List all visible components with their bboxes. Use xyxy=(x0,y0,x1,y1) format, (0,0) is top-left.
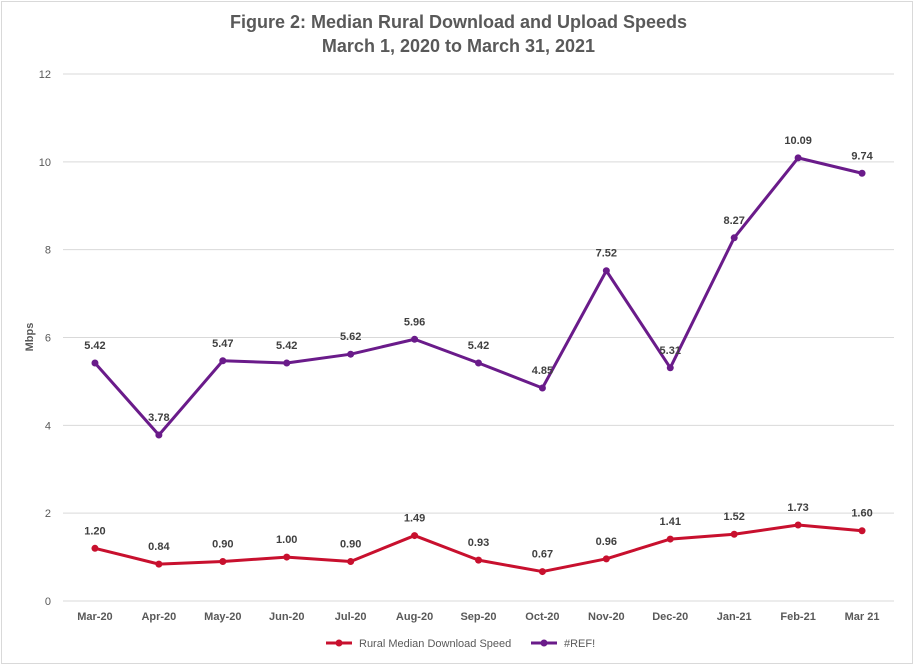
data-label: 0.90 xyxy=(340,538,361,550)
x-tick-label: Apr-20 xyxy=(141,611,176,623)
data-point[interactable] xyxy=(794,521,802,529)
data-point[interactable] xyxy=(475,556,482,564)
data-label: 1.73 xyxy=(787,502,808,514)
legend[interactable]: Rural Median Download Speed #REF! xyxy=(326,638,595,650)
data-label: 1.41 xyxy=(660,516,681,528)
data-label: 3.78 xyxy=(148,412,169,424)
data-label: 1.20 xyxy=(84,525,105,537)
x-tick-label: Jan-21 xyxy=(717,611,752,623)
data-label: 5.42 xyxy=(84,340,105,352)
data-label: 1.49 xyxy=(404,513,425,525)
y-axis-title: Mbps xyxy=(24,323,36,352)
x-tick-label: Sep-20 xyxy=(460,611,496,623)
data-point[interactable] xyxy=(666,364,674,372)
x-tick-label: Feb-21 xyxy=(780,611,815,623)
data-label: 5.62 xyxy=(340,331,361,343)
data-label: 0.90 xyxy=(212,538,233,550)
series-group xyxy=(91,154,866,576)
data-point[interactable] xyxy=(538,568,546,576)
legend-swatch-marker xyxy=(540,639,548,647)
data-point[interactable] xyxy=(91,359,99,367)
x-tick-label: Aug-20 xyxy=(396,611,433,623)
data-label: 5.47 xyxy=(212,338,233,350)
data-label: 10.09 xyxy=(784,135,812,147)
chart-title-line1: Figure 2: Median Rural Download and Uplo… xyxy=(229,12,688,32)
data-point[interactable] xyxy=(858,527,866,535)
x-tick-label: Jul-20 xyxy=(335,611,367,623)
y-axis-ticks: 0 2 4 6 8 10 12 xyxy=(39,69,51,608)
data-point[interactable] xyxy=(91,544,99,552)
y-tick-label: 10 xyxy=(39,157,51,169)
data-label: 9.74 xyxy=(851,150,873,162)
y-tick-label: 12 xyxy=(39,69,51,81)
data-point[interactable] xyxy=(538,384,546,392)
y-tick-label: 0 xyxy=(45,596,51,608)
x-tick-label: Dec-20 xyxy=(652,611,688,623)
data-point[interactable] xyxy=(155,560,163,568)
data-label: 5.42 xyxy=(276,340,297,352)
data-labels: 1.20 0.84 0.90 1.00 0.90 1.49 0.93 0.67 0.96 1.41… xyxy=(84,135,873,561)
data-label: 8.27 xyxy=(723,215,744,227)
data-point[interactable] xyxy=(858,169,866,177)
x-tick-label: Mar-20 xyxy=(77,611,112,623)
data-point[interactable] xyxy=(475,359,482,367)
data-point[interactable] xyxy=(730,234,738,242)
data-point[interactable] xyxy=(283,359,291,367)
data-label: 5.31 xyxy=(660,345,681,357)
chart-subtitle: March 1, 2020 to March 31, 2021 xyxy=(321,36,596,56)
data-label: 1.60 xyxy=(851,508,872,520)
data-label: 7.52 xyxy=(596,248,617,260)
data-point[interactable] xyxy=(283,553,291,561)
data-label: 0.84 xyxy=(148,541,170,553)
data-label: 0.96 xyxy=(596,536,617,548)
data-label: 4.85 xyxy=(532,365,553,377)
x-tick-label: Oct-20 xyxy=(525,611,559,623)
x-tick-label: Nov-20 xyxy=(588,611,625,623)
data-label: 5.42 xyxy=(468,340,489,352)
chart-title: Figure 2: Median Rural Download and Uplo… xyxy=(0,10,917,58)
data-label: 1.52 xyxy=(723,511,744,523)
data-point[interactable] xyxy=(602,555,610,563)
data-point[interactable] xyxy=(602,267,610,275)
x-tick-label: May-20 xyxy=(204,611,241,623)
data-point[interactable] xyxy=(347,557,355,565)
data-label: 5.96 xyxy=(404,316,425,328)
data-point[interactable] xyxy=(666,535,674,543)
y-tick-label: 8 xyxy=(45,245,51,257)
y-tick-label: 6 xyxy=(45,333,51,345)
data-point[interactable] xyxy=(347,350,355,358)
gridlines xyxy=(63,73,894,602)
x-axis-ticks: Mar-20 Apr-20 May-20 Jun-20 Jul-20 Aug-20 Sep-… xyxy=(77,611,879,623)
data-point[interactable] xyxy=(411,335,419,343)
data-point[interactable] xyxy=(730,530,738,538)
legend-swatch-marker xyxy=(335,639,343,647)
legend-label: Rural Median Download Speed xyxy=(359,638,511,650)
y-tick-label: 2 xyxy=(45,508,51,520)
x-tick-label: Mar 21 xyxy=(845,611,880,623)
data-label: 0.93 xyxy=(468,537,489,549)
series-line-1 xyxy=(93,156,864,437)
data-point[interactable] xyxy=(155,431,163,439)
x-tick-label: Jun-20 xyxy=(269,611,304,623)
legend-label: #REF! xyxy=(564,638,595,650)
data-point[interactable] xyxy=(219,357,227,365)
data-label: 0.67 xyxy=(532,549,553,561)
y-tick-label: 4 xyxy=(45,420,51,432)
data-label: 1.00 xyxy=(276,534,297,546)
data-point[interactable] xyxy=(411,532,419,540)
data-point[interactable] xyxy=(794,154,802,162)
data-point[interactable] xyxy=(219,557,227,565)
